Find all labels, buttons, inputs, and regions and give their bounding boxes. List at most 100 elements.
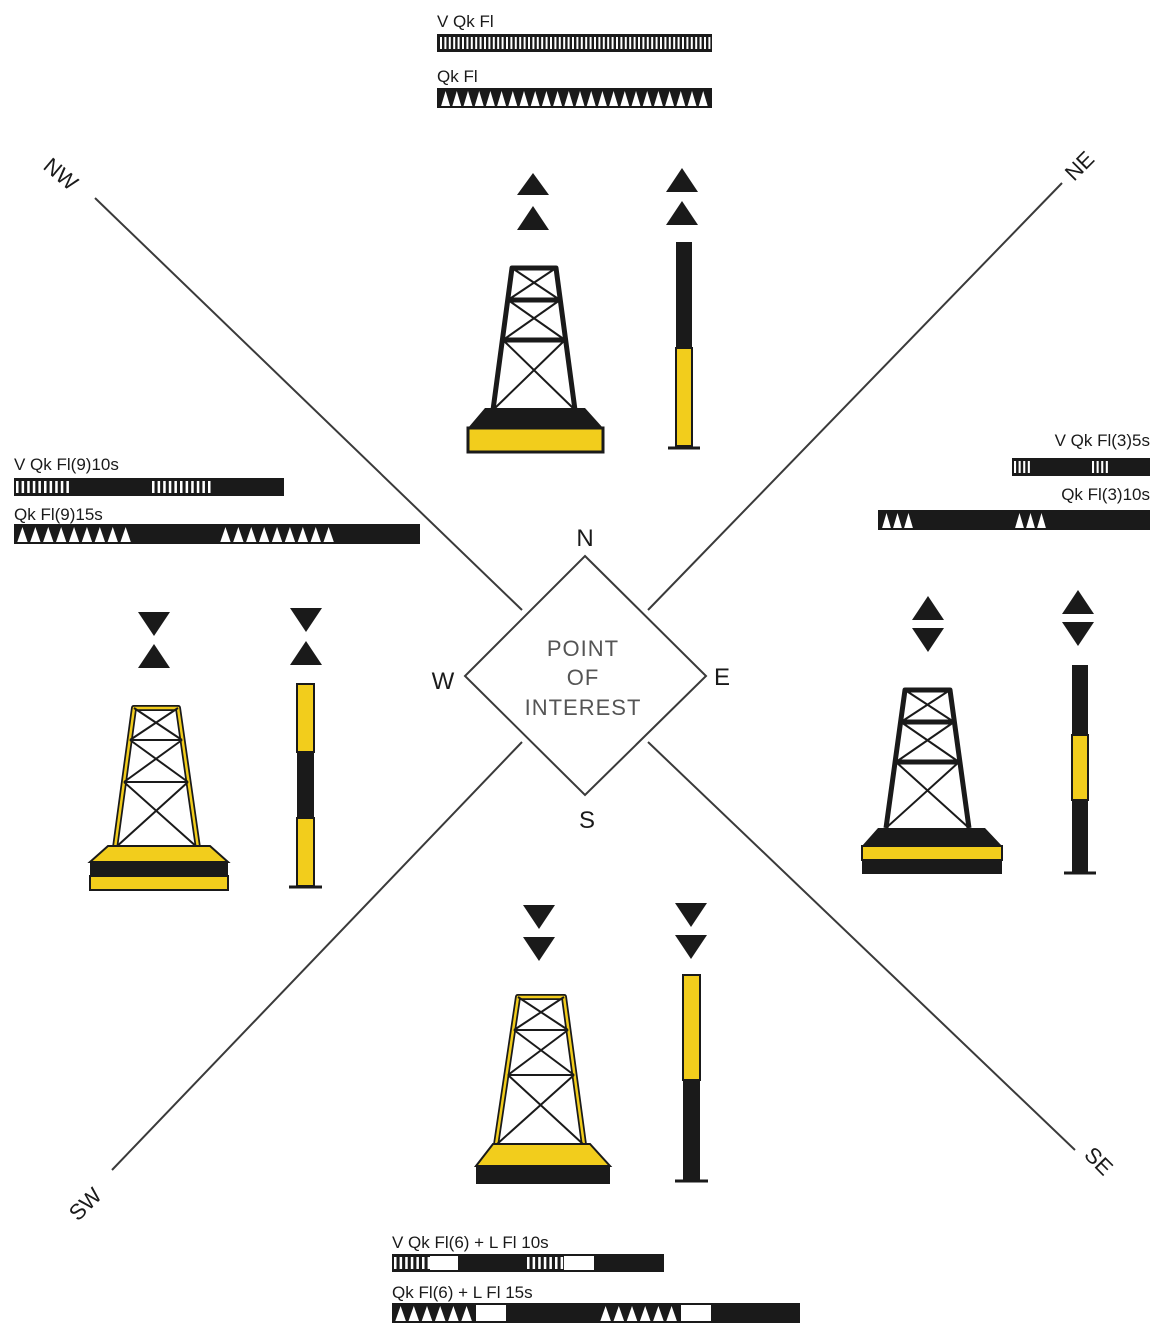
flash-mark	[682, 37, 684, 49]
east-qk-flashes	[882, 513, 1046, 528]
flash-mark	[174, 481, 177, 493]
flash-mark	[695, 37, 698, 49]
flash-mark	[613, 1306, 625, 1321]
cardinal-e: E	[714, 664, 730, 691]
east-vqk-flashes	[1014, 461, 1108, 473]
flash-mark	[575, 91, 585, 106]
flash-mark	[68, 527, 80, 542]
flash-mark	[690, 37, 693, 49]
flash-mark	[1015, 513, 1024, 528]
poi-line-1: POINT	[547, 636, 619, 661]
flash-mark	[676, 91, 686, 106]
flash-mark	[32, 481, 36, 493]
flash-mark	[405, 1257, 408, 1269]
flash-mark	[452, 91, 462, 106]
flash-mark	[157, 481, 161, 493]
flash-mark	[81, 527, 93, 542]
flash-mark	[555, 1257, 558, 1269]
flash-mark	[421, 1306, 433, 1321]
flash-mark	[646, 37, 649, 49]
flash-mark	[66, 481, 69, 493]
west-pillar-buoy	[87, 705, 231, 891]
flash-mark	[492, 37, 495, 49]
flash-mark	[629, 37, 632, 49]
flash-mark	[655, 37, 658, 49]
flash-mark	[633, 37, 636, 49]
flash-mark	[220, 527, 231, 542]
south-light-1-label: V Qk Fl(6) + L Fl 10s	[392, 1233, 549, 1252]
flash-mark	[1096, 461, 1099, 473]
flash-mark	[687, 91, 697, 106]
flash-mark	[665, 91, 675, 106]
flash-mark	[107, 527, 118, 542]
south-spar-topmark	[675, 903, 707, 959]
flash-mark	[461, 1306, 472, 1321]
flash-mark	[258, 527, 270, 542]
se-label: SE	[1079, 1142, 1117, 1180]
flash-mark	[466, 37, 469, 49]
north-light-group: V Qk Fl Qk Fl	[437, 12, 712, 108]
flash-mark	[457, 37, 460, 49]
long-flash-mark	[564, 1256, 594, 1270]
flash-mark	[549, 1257, 552, 1269]
poi-diamond	[463, 554, 708, 797]
west-light-2-bar	[14, 524, 420, 544]
flash-mark	[497, 37, 500, 49]
flash-mark	[607, 37, 610, 49]
flash-mark	[553, 91, 563, 106]
west-light-1-bar	[14, 478, 284, 496]
flash-mark	[677, 37, 680, 49]
north-spar-buoy	[668, 242, 700, 450]
poi-line-2: OF	[567, 665, 600, 690]
west-qk-flashes	[17, 527, 334, 542]
point-of-interest: POINT OF INTEREST N E S W	[432, 525, 730, 834]
flash-mark	[598, 37, 601, 49]
flash-mark	[180, 481, 183, 493]
flash-mark	[497, 91, 507, 106]
flash-mark	[597, 91, 607, 106]
flash-mark	[1037, 513, 1046, 528]
flash-mark	[440, 37, 442, 49]
south-light-group: V Qk Fl(6) + L Fl 10s Qk Fl(6) + L Fl 15…	[392, 1233, 800, 1323]
sw-label: SW	[64, 1183, 107, 1226]
quadrant-lines	[94, 182, 1076, 1171]
south-vqk-flashes	[394, 1256, 594, 1270]
flash-mark	[532, 37, 535, 49]
flash-mark	[536, 37, 539, 49]
flash-mark	[611, 37, 614, 49]
flash-mark	[196, 481, 200, 493]
flash-mark	[626, 1306, 638, 1321]
west-light-2-label: Qk Fl(9)15s	[14, 505, 103, 524]
sw-line	[111, 741, 523, 1171]
flash-mark	[163, 481, 166, 493]
flash-mark	[21, 481, 25, 493]
flash-mark	[434, 1306, 446, 1321]
flash-mark	[519, 91, 529, 106]
flash-mark	[120, 527, 131, 542]
flash-mark	[399, 1257, 403, 1269]
flash-mark	[395, 1306, 406, 1321]
flash-mark	[168, 481, 172, 493]
east-light-2-bar	[878, 510, 1150, 530]
flash-mark	[1105, 461, 1108, 473]
flash-mark	[202, 481, 205, 493]
flash-mark	[422, 1257, 425, 1269]
flash-mark	[488, 37, 491, 49]
flash-mark	[514, 37, 517, 49]
flash-mark	[564, 91, 574, 106]
flash-mark	[543, 1257, 547, 1269]
flash-mark	[538, 1257, 541, 1269]
flash-mark	[394, 1257, 397, 1269]
flash-mark	[660, 37, 662, 49]
flash-mark	[152, 481, 155, 493]
flash-mark	[55, 481, 58, 493]
flash-mark	[284, 527, 296, 542]
flash-mark	[653, 1306, 664, 1321]
flash-mark	[639, 1306, 651, 1321]
flash-mark	[586, 91, 596, 106]
flash-mark	[620, 37, 623, 49]
flash-mark	[1026, 513, 1035, 528]
north-light-1-bar	[437, 34, 712, 52]
flash-mark	[532, 1257, 536, 1269]
